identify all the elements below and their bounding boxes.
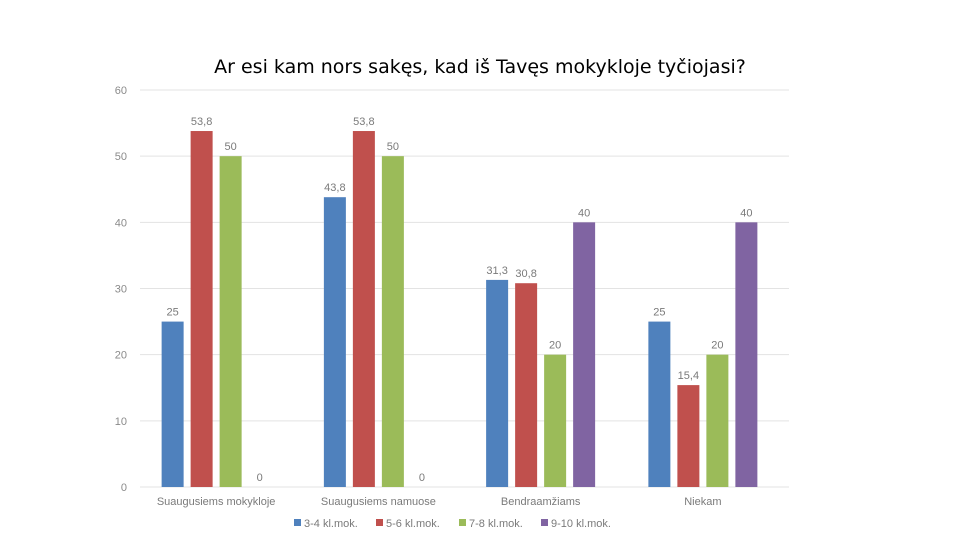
data-label: 53,8 xyxy=(353,116,374,128)
legend-swatch xyxy=(294,519,301,526)
bar xyxy=(352,131,375,488)
category-label: Suaugusiems namuose xyxy=(321,496,436,508)
y-tick-label: 30 xyxy=(115,284,127,296)
data-label: 43,8 xyxy=(324,182,345,194)
legend-item: 9-10 kl.mok. xyxy=(541,518,611,530)
bar xyxy=(515,283,538,487)
data-label: 53,8 xyxy=(191,116,212,128)
y-axis-ticks: 0 10 20 30 40 50 60 xyxy=(115,85,127,494)
y-tick-label: 60 xyxy=(115,85,127,97)
legend: 3-4 kl.mok. 5-6 kl.mok. 7-8 kl.mok. 9-10 kl… xyxy=(294,518,611,530)
legend-item: 5-6 kl.mok. xyxy=(376,518,440,530)
data-label: 50 xyxy=(225,141,237,153)
data-labels: 25 53,8 50 0 43,8 53,8 50 0 31,3 30,8 20 40 25 15,4 20… xyxy=(167,116,753,484)
data-label: 40 xyxy=(740,207,752,219)
data-label: 30,8 xyxy=(515,268,536,280)
legend-label: 3-4 kl.mok. xyxy=(304,518,358,530)
chart-title: Ar esi kam nors sakęs, kad iš Tavęs moky… xyxy=(214,56,746,78)
y-tick-label: 0 xyxy=(121,482,127,494)
data-label: 50 xyxy=(387,141,399,153)
legend-item: 3-4 kl.mok. xyxy=(294,518,358,530)
data-label: 0 xyxy=(257,472,263,484)
y-tick-label: 20 xyxy=(115,350,127,362)
category-label: Niekam xyxy=(684,496,721,508)
data-label: 0 xyxy=(419,472,425,484)
y-tick-label: 40 xyxy=(115,217,127,229)
bar xyxy=(544,354,567,487)
y-tick-label: 50 xyxy=(115,151,127,163)
bars xyxy=(161,131,758,488)
x-axis-categories: Suaugusiems mokykloje Suaugusiems namuose… xyxy=(157,496,722,508)
bar xyxy=(648,321,671,487)
category-label: Bendraamžiams xyxy=(501,496,581,508)
legend-label: 7-8 kl.mok. xyxy=(469,518,523,530)
bar xyxy=(677,385,700,487)
data-label: 20 xyxy=(549,340,561,352)
legend-swatch xyxy=(541,519,548,526)
data-label: 15,4 xyxy=(678,370,699,382)
bar xyxy=(190,131,213,488)
bar xyxy=(735,222,758,488)
bar xyxy=(486,279,509,487)
bar xyxy=(323,197,346,487)
data-label: 20 xyxy=(711,340,723,352)
legend-swatch xyxy=(376,519,383,526)
data-label: 25 xyxy=(167,307,179,319)
bar xyxy=(573,222,596,488)
bar xyxy=(706,354,729,487)
data-label: 25 xyxy=(653,307,665,319)
y-tick-label: 10 xyxy=(115,416,127,428)
legend-item: 7-8 kl.mok. xyxy=(459,518,523,530)
category-label: Suaugusiems mokykloje xyxy=(157,496,276,508)
data-label: 40 xyxy=(578,207,590,219)
legend-label: 5-6 kl.mok. xyxy=(386,518,440,530)
bar xyxy=(219,156,242,487)
data-label: 31,3 xyxy=(486,265,507,277)
legend-swatch xyxy=(459,519,466,526)
legend-label: 9-10 kl.mok. xyxy=(551,518,611,530)
bar xyxy=(381,156,404,487)
bar xyxy=(161,321,184,487)
